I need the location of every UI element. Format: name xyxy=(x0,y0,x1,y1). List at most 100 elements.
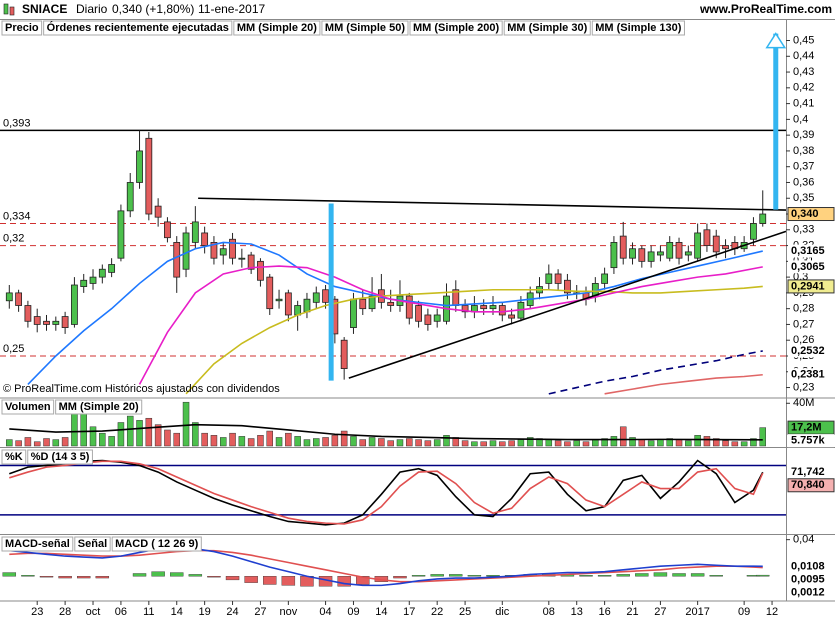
value-label-box xyxy=(788,244,834,258)
volume-bar xyxy=(396,439,404,447)
candle-body xyxy=(164,221,171,239)
candle-body xyxy=(350,298,357,328)
x-tick-label: 27 xyxy=(254,606,266,618)
volume-bar xyxy=(545,439,553,447)
volume-bar xyxy=(99,432,106,447)
volume-bar xyxy=(154,424,162,447)
candle-body xyxy=(71,284,78,325)
histogram-bar xyxy=(756,574,770,577)
candle-body xyxy=(629,248,636,259)
y-tick-label: 0,44 xyxy=(793,50,814,62)
y-tick-label: 0,41 xyxy=(793,98,814,110)
candle-body xyxy=(415,305,422,322)
candle-body xyxy=(554,273,562,284)
series-line xyxy=(548,350,763,395)
candle-body xyxy=(564,279,571,294)
volume-bar xyxy=(666,438,673,447)
value-label-box xyxy=(788,559,834,573)
volume-bar xyxy=(480,441,487,447)
candle-body xyxy=(675,242,683,259)
candle-body xyxy=(24,305,32,322)
volume-bar xyxy=(517,439,525,447)
legend-box xyxy=(591,20,685,36)
volume-bar xyxy=(331,435,339,447)
histogram-bar xyxy=(430,574,444,577)
volume-bar xyxy=(359,439,367,447)
value-label: 70,840 xyxy=(791,479,825,491)
y-tick-label: 0,4 xyxy=(793,113,808,125)
legend-item: MACD ( 12 26 9) xyxy=(115,538,198,550)
volume-bar xyxy=(601,438,608,447)
candle-body xyxy=(201,232,209,246)
volume-bar xyxy=(638,439,646,447)
volume-bar xyxy=(52,439,60,447)
volume-bar xyxy=(340,430,348,447)
volume-bar xyxy=(712,438,720,447)
series-line xyxy=(604,373,763,395)
volume-bar xyxy=(145,417,153,447)
candle-body xyxy=(126,182,134,212)
candle-body xyxy=(759,213,767,224)
x-tick-label: 22 xyxy=(431,606,443,618)
volume-bar xyxy=(219,437,227,447)
arrow-head xyxy=(765,32,787,49)
volume-bar xyxy=(294,436,301,447)
volume-bar xyxy=(471,441,478,447)
legend-box xyxy=(233,20,321,36)
volume-bar xyxy=(675,439,683,447)
volume-bar xyxy=(80,411,87,447)
value-label-box xyxy=(788,434,834,448)
candle-body xyxy=(229,238,236,259)
y-tick-label: 0,26 xyxy=(793,334,814,346)
volume-bar xyxy=(24,437,32,447)
legend-item: Órdenes recientemente ejecutadas xyxy=(47,21,229,34)
volume-bar xyxy=(266,430,274,447)
volume-bar xyxy=(61,437,69,447)
histogram-bar xyxy=(467,575,482,577)
x-tick-label: 11 xyxy=(143,606,154,618)
trend-line xyxy=(198,197,787,211)
candle-body xyxy=(52,320,60,325)
candle-body xyxy=(61,316,69,328)
histogram-bar xyxy=(709,575,723,577)
volume-bar xyxy=(740,441,748,447)
level-label: 0,334 xyxy=(3,210,31,222)
histogram-bar xyxy=(39,576,54,578)
histogram-bar xyxy=(244,576,258,583)
candle-body xyxy=(480,305,488,310)
y-tick-label: 0,35 xyxy=(793,192,814,204)
candle-body xyxy=(387,301,395,306)
x-tick-label: 24 xyxy=(226,606,238,618)
candle-body xyxy=(257,260,264,281)
volume-bar xyxy=(564,441,571,447)
trend-line xyxy=(348,230,787,379)
value-label-box xyxy=(787,207,835,222)
candle-body xyxy=(182,232,190,270)
legend-box xyxy=(1,536,74,552)
y-tick-label: 0,36 xyxy=(793,176,814,188)
candle-body xyxy=(368,295,376,310)
histogram-bar xyxy=(225,576,240,581)
candle-body xyxy=(610,242,618,269)
candle-body xyxy=(117,210,125,259)
candle-body xyxy=(601,273,609,284)
candle-body xyxy=(98,268,106,278)
histogram-bar xyxy=(21,575,35,577)
legend-box xyxy=(27,449,93,465)
histogram-bar xyxy=(356,576,370,585)
histogram-bar xyxy=(77,576,91,579)
y-tick-label: 0,45 xyxy=(793,34,814,46)
histogram-bar xyxy=(690,573,705,577)
series-line xyxy=(185,285,763,395)
legend-box xyxy=(43,20,233,36)
candle-body xyxy=(108,264,116,273)
x-tick-label: 09 xyxy=(738,606,750,618)
legend-item: MM (Simple 200) xyxy=(413,22,500,34)
volume-bar xyxy=(303,439,311,447)
volume-bar xyxy=(201,432,208,447)
x-tick-label: 16 xyxy=(598,606,610,618)
volume-bar xyxy=(526,437,534,447)
value-label-box xyxy=(788,572,834,586)
value-label: 71,742 xyxy=(791,466,825,478)
candle-body xyxy=(145,137,153,215)
